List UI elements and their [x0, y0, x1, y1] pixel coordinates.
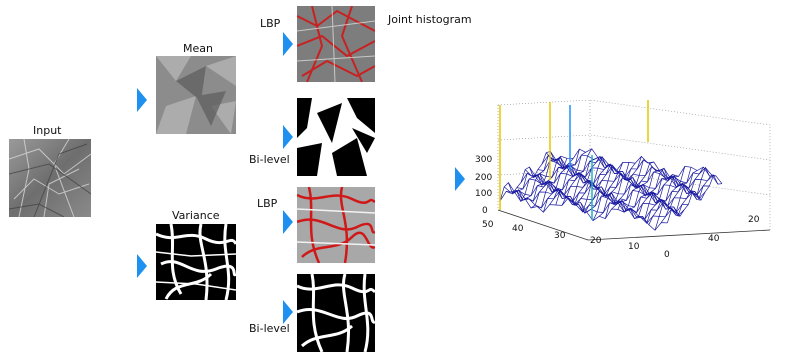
x-tick-20: 20: [590, 236, 602, 246]
mesh-col: [506, 154, 562, 193]
mesh-col: [537, 148, 593, 209]
z-tick-0: 0: [482, 206, 488, 216]
mesh-col: [654, 166, 710, 231]
input-label: Input: [33, 124, 62, 137]
mesh-row: [554, 148, 723, 184]
x-tick-0: 0: [664, 250, 670, 260]
x-tick-30: 30: [554, 231, 566, 241]
mesh-row: [533, 164, 702, 201]
mesh-col: [598, 161, 654, 217]
right-triangle-arrow-icon: [137, 88, 147, 112]
surface-mesh: [499, 148, 723, 231]
bilevel-top-label: Bi-level: [249, 153, 290, 166]
x-tick-50: 50: [482, 220, 494, 230]
lbp-bottom-image: [297, 187, 375, 263]
mesh-col: [549, 155, 605, 205]
mesh-col: [586, 156, 642, 213]
right-triangle-arrow-icon: [137, 254, 147, 278]
right-triangle-arrow-icon: [283, 210, 293, 234]
variance-image: [156, 224, 236, 300]
right-triangle-arrow-icon: [283, 300, 293, 324]
mesh-col: [667, 174, 723, 224]
mesh-col: [617, 167, 673, 212]
right-triangle-arrow-icon: [455, 167, 465, 191]
mean-image: [156, 56, 236, 134]
peak-lines: [499, 100, 649, 220]
mesh-col: [555, 155, 611, 206]
mesh-col: [499, 150, 555, 202]
bilevel-top-image: [297, 98, 375, 176]
x-tick-10: 10: [628, 242, 640, 252]
mesh-row: [512, 180, 681, 217]
z-tick-100: 100: [475, 189, 492, 199]
y-tick-40: 40: [708, 234, 720, 244]
joint-histogram-chart: 300 200 100 0 50 40 30 20 10 0 20 40: [475, 100, 771, 260]
variance-label: Variance: [172, 209, 220, 222]
mesh-row: [550, 151, 719, 185]
right-triangle-arrow-icon: [283, 32, 293, 56]
mesh-col: [623, 175, 679, 214]
x-tick-40: 40: [512, 224, 524, 234]
mesh-col: [543, 157, 599, 213]
lbp-top-label: LBP: [260, 17, 281, 30]
mesh-col: [530, 152, 586, 209]
mesh-col: [512, 158, 568, 203]
joint-histogram-title: Joint histogram: [388, 13, 472, 26]
mesh-col: [642, 170, 698, 225]
bilevel-bottom-image: [297, 274, 375, 352]
y-tick-20: 20: [748, 215, 760, 225]
z-tick-200: 200: [475, 173, 492, 183]
mesh-row: [529, 166, 698, 202]
input-image: [9, 139, 91, 217]
mean-label: Mean: [183, 42, 213, 55]
mesh-col: [648, 166, 704, 225]
mesh-col: [660, 174, 716, 223]
lbp-top-image: [297, 6, 375, 82]
z-tick-300: 300: [475, 155, 492, 165]
lbp-bottom-label: LBP: [257, 197, 278, 210]
right-triangle-arrow-icon: [283, 125, 293, 149]
mesh-col: [605, 166, 661, 219]
mesh-col: [592, 159, 648, 221]
bilevel-bottom-label: Bi-level: [249, 322, 290, 335]
